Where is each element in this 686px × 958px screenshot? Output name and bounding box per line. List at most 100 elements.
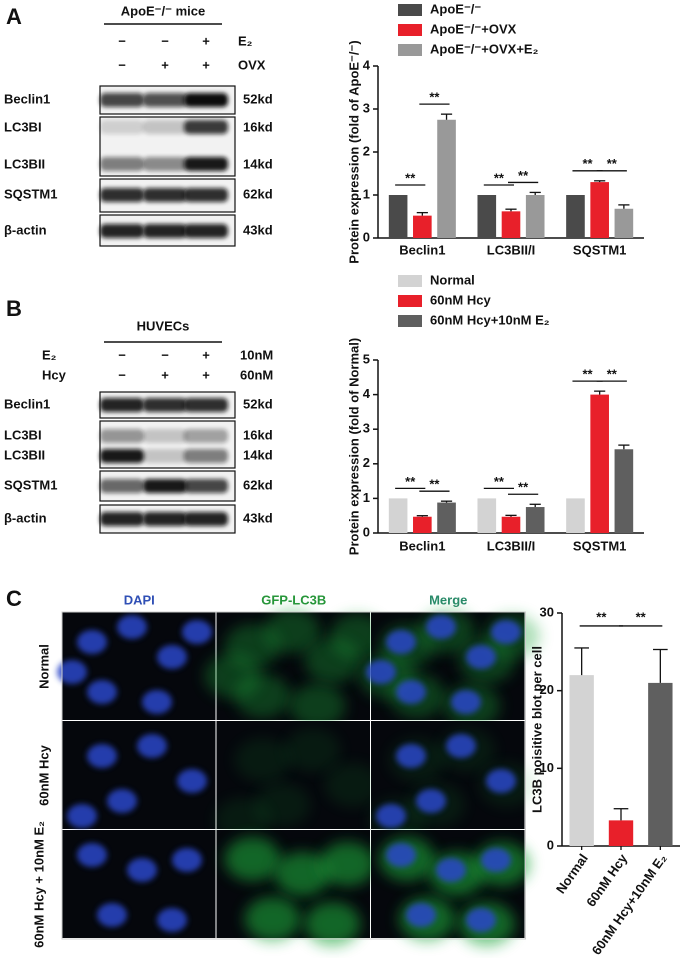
band	[143, 93, 187, 107]
kd-label: 62kd	[243, 186, 273, 201]
bar	[413, 215, 432, 238]
band	[143, 479, 187, 493]
nucleus	[142, 690, 172, 714]
y-tick-label: 5	[363, 351, 370, 366]
y-tick-label: 0	[547, 837, 554, 852]
nucleus	[436, 858, 466, 882]
nucleus	[416, 789, 446, 813]
band	[184, 120, 228, 134]
nucleus	[77, 843, 107, 867]
column-header: DAPI	[124, 592, 155, 607]
significance-label: **	[583, 156, 594, 171]
blot-header: ApoE⁻/⁻ mice	[121, 3, 206, 18]
condition-sign: −	[118, 367, 126, 382]
nucleus	[481, 848, 511, 872]
row-label: Beclin1	[4, 396, 50, 411]
x-tick-label: SQSTM1	[573, 538, 626, 553]
y-tick-label: 0	[363, 229, 370, 244]
band	[143, 512, 187, 526]
nucleus	[97, 903, 127, 927]
legend-label: ApoE⁻/⁻+OVX	[430, 21, 517, 36]
y-tick-label: 1	[363, 490, 370, 505]
kd-label: 14kd	[243, 156, 273, 171]
band	[184, 479, 228, 493]
significance-label: **	[607, 367, 618, 382]
x-tick-label: Normal	[553, 851, 591, 896]
legend-label: 60nM Hcy+10nM E₂	[430, 312, 550, 327]
condition-sign: −	[161, 33, 169, 48]
condition-sign: +	[161, 367, 169, 382]
bar	[388, 195, 408, 238]
significance-label: **	[405, 170, 416, 185]
x-tick-label: Beclin1	[399, 242, 445, 257]
cell-cytoplasm	[304, 902, 361, 946]
row-label: LC3BI	[4, 119, 42, 134]
dose-label: 10nM	[240, 347, 273, 362]
y-axis-label: Protein expression (fold of Normal)	[346, 338, 361, 555]
nucleus	[57, 660, 87, 684]
condition-label: OVX	[238, 57, 266, 72]
condition-sign: −	[118, 347, 126, 362]
nucleus	[137, 734, 167, 758]
nucleus	[366, 660, 396, 684]
y-tick-label: 4	[363, 386, 371, 401]
band	[184, 429, 228, 443]
significance-label: **	[607, 156, 618, 171]
significance-label: **	[494, 170, 505, 185]
bar	[413, 516, 432, 533]
panel-label: C	[6, 586, 22, 611]
nucleus	[386, 843, 416, 867]
band	[184, 449, 228, 463]
bar	[525, 507, 545, 533]
nucleus	[157, 908, 187, 932]
bar	[608, 820, 634, 846]
micrograph	[204, 609, 386, 728]
significance-label: **	[518, 480, 529, 495]
significance-label: **	[494, 474, 505, 489]
nucleus	[87, 680, 117, 704]
condition-sign: −	[118, 33, 126, 48]
panel-label: A	[6, 4, 22, 29]
row-header: 60nM Hcy + 10nM E₂	[31, 821, 46, 948]
condition-sign: +	[202, 57, 210, 72]
blot-header: HUVECs	[137, 318, 190, 333]
micrograph	[57, 612, 216, 720]
row-label: LC3BII	[4, 447, 45, 462]
kd-label: 52kd	[243, 91, 273, 106]
legend-label: Normal	[430, 272, 475, 287]
legend-label: ApoE⁻/⁻	[430, 1, 481, 16]
y-tick-label: 4	[363, 57, 371, 72]
nucleus	[396, 680, 426, 704]
row-label: SQSTM1	[4, 477, 57, 492]
condition-sign: −	[118, 57, 126, 72]
row-label: β-actin	[4, 222, 47, 237]
band	[143, 188, 187, 202]
row-label: Beclin1	[4, 91, 50, 106]
band	[100, 224, 144, 238]
row-label: SQSTM1	[4, 186, 57, 201]
bar	[614, 208, 634, 238]
y-tick-label: 3	[363, 100, 370, 115]
nucleus	[182, 620, 212, 644]
nucleus	[426, 615, 456, 639]
nucleus	[466, 645, 496, 669]
significance-label: **	[405, 474, 416, 489]
x-tick-label: LC3BII/I	[487, 242, 535, 257]
nucleus	[177, 769, 207, 793]
nucleus	[77, 630, 107, 654]
bar	[648, 682, 673, 846]
band	[143, 449, 187, 463]
condition-sign: +	[161, 57, 169, 72]
band	[184, 188, 228, 202]
column-header: Merge	[429, 592, 467, 607]
cell-cytoplasm	[274, 852, 331, 896]
y-tick-label: 2	[363, 455, 370, 470]
y-axis-label: LC3B poisitive blot per cell	[529, 646, 544, 813]
kd-label: 43kd	[243, 222, 273, 237]
cell-cytoplasm	[244, 897, 301, 941]
legend-swatch	[398, 275, 422, 287]
band	[100, 512, 144, 526]
y-tick-label: 1	[363, 186, 370, 201]
kd-label: 16kd	[243, 119, 273, 134]
band	[100, 429, 144, 443]
